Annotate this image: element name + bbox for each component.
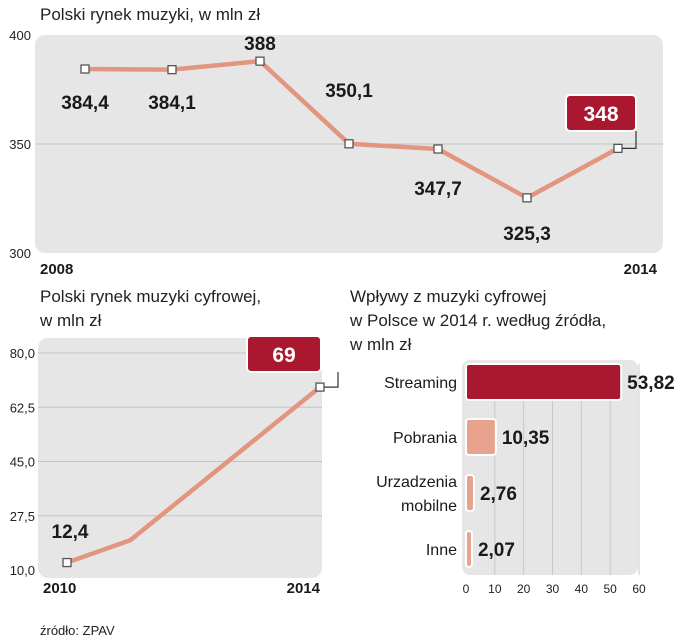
- chart1-point: [522, 193, 532, 203]
- chart2-point: [315, 382, 325, 392]
- chart2-title-line1: Polski rynek muzyki cyfrowej,: [40, 287, 261, 306]
- chart3-bar: [465, 474, 475, 512]
- chart3-category-label: Urzadzenia: [376, 474, 457, 491]
- chart1-x-tick-label: 2014: [624, 261, 658, 278]
- chart3-category-label: Inne: [426, 542, 457, 559]
- chart2-data-label: 12,4: [52, 522, 89, 543]
- chart3-x-tick-label: 30: [546, 582, 560, 596]
- chart1-y-tick-label: 350: [9, 137, 31, 152]
- chart3-x-tick-label: 50: [603, 582, 617, 596]
- chart-digital-market: Polski rynek muzyki cyfrowej, w mln zł 1…: [10, 287, 339, 597]
- chart2-x-tick-label: 2010: [43, 580, 76, 597]
- chart3-x-tick-label: 60: [632, 582, 646, 596]
- chart1-callout-line: [622, 131, 637, 149]
- chart3-title-line3: w mln zł: [349, 335, 412, 354]
- chart1-title: Polski rynek muzyki, w mln zł: [40, 5, 260, 24]
- chart1-x-tick-label: 2008: [40, 261, 73, 278]
- chart2-y-tick-label: 45,0: [10, 455, 35, 470]
- chart1-data-label: 384,1: [148, 93, 196, 114]
- chart2-y-tick-label: 80,0: [10, 346, 35, 361]
- chart3-bar: [465, 363, 623, 401]
- chart2-series-line: [64, 384, 323, 565]
- chart1-point: [255, 56, 265, 66]
- chart3-title-line2: w Polsce w 2014 r. według źródła,: [349, 311, 606, 330]
- chart1-highlight-box: [565, 94, 637, 132]
- chart3-x-tick-label: 20: [517, 582, 531, 596]
- chart1-y-tick-label: 300: [9, 246, 31, 261]
- chart1-data-label: 350,1: [325, 81, 373, 102]
- chart3-x-tick-label: 40: [575, 582, 589, 596]
- chart1-highlight-value: 348: [583, 103, 618, 126]
- chart2-y-tick-label: 27,5: [10, 509, 35, 524]
- chart1-point: [80, 64, 90, 74]
- chart3-x-tick-label: 0: [463, 582, 470, 596]
- chart1-point: [613, 143, 623, 154]
- chart1-point: [167, 65, 177, 75]
- chart-digital-sources: Wpływy z muzyki cyfrowej w Polsce w 2014…: [349, 287, 675, 596]
- chart1-point: [344, 139, 354, 149]
- chart1-point: [433, 144, 443, 154]
- chart1-data-label: 388: [244, 34, 276, 55]
- chart2-callout-line: [324, 372, 339, 388]
- chart2-point: [62, 557, 72, 568]
- chart3-bar: [465, 530, 473, 568]
- chart3-category-label: Streaming: [384, 375, 457, 392]
- chart2-highlight-value: 69: [272, 344, 295, 367]
- chart2-x-tick-label: 2014: [287, 580, 321, 597]
- chart3-category-label: Pobrania: [393, 430, 457, 447]
- chart-total-market: Polski rynek muzyki, w mln zł 300350400 …: [9, 5, 663, 278]
- chart3-title-line1: Wpływy z muzyki cyfrowej: [350, 287, 546, 306]
- chart1-data-label: 325,3: [503, 224, 551, 245]
- source-note: źródło: ZPAV: [40, 623, 115, 638]
- chart2-y-tick-label: 10,0: [10, 563, 35, 578]
- chart3-bar: [465, 418, 497, 456]
- chart3-category-label: mobilne: [401, 498, 457, 515]
- chart3-panel: [462, 360, 638, 575]
- chart1-data-label: 384,4: [61, 93, 109, 114]
- chart2-title-line2: w mln zł: [39, 311, 102, 330]
- chart3-value-label: 2,76: [480, 484, 517, 505]
- chart3-value-label: 53,82: [627, 373, 675, 394]
- chart3-value-label: 10,35: [502, 428, 550, 449]
- chart2-panel: [38, 338, 322, 578]
- chart2-y-tick-label: 62,5: [10, 400, 35, 415]
- chart3-value-label: 2,07: [478, 540, 515, 561]
- chart1-data-label: 347,7: [414, 179, 462, 200]
- chart1-y-tick-label: 400: [9, 28, 31, 43]
- chart3-x-tick-label: 10: [488, 582, 502, 596]
- chart2-highlight-box: [246, 335, 322, 373]
